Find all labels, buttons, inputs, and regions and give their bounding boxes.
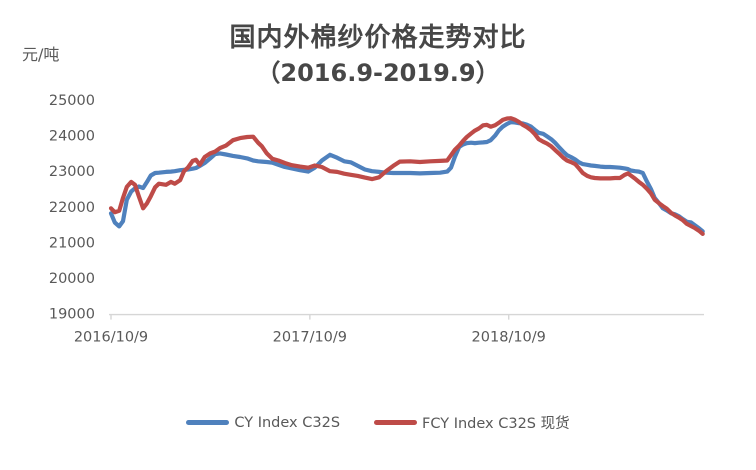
y-axis-tick-label: 22000	[49, 200, 95, 216]
y-axis-unit-label: 元/吨	[22, 45, 60, 64]
fcy-index-line	[108, 116, 705, 236]
legend-label-fcy-index: FCY Index C32S 现货	[422, 416, 570, 432]
x-axis-tick-label: 2016/10/9	[74, 330, 148, 346]
legend-label-cy-index: CY Index C32S	[234, 414, 341, 431]
y-axis-tick-label: 20000	[49, 271, 95, 287]
y-axis-tick-label: 23000	[49, 164, 95, 180]
fcy-index-line-swatch	[374, 420, 418, 425]
y-axis-tick-label: 25000	[49, 93, 95, 109]
x-axis-tick-label: 2018/10/9	[472, 330, 546, 346]
y-axis-tick-label: 19000	[49, 307, 95, 323]
chart-subtitle: （2016.9-2019.9）	[256, 59, 500, 87]
y-axis-tick-label: 24000	[49, 129, 95, 145]
chart-title: 国内外棉纱价格走势对比	[229, 23, 527, 53]
x-axis-tick-label: 2017/10/9	[273, 330, 347, 346]
legend: CY Index C32S FCY Index C32S 现货	[0, 412, 756, 433]
legend-item-cy-index: CY Index C32S	[186, 415, 340, 431]
cy-index-line-swatch	[186, 420, 230, 425]
legend-item-fcy-index: FCY Index C32S 现货	[374, 412, 570, 433]
y-axis-tick-label: 21000	[49, 235, 95, 251]
